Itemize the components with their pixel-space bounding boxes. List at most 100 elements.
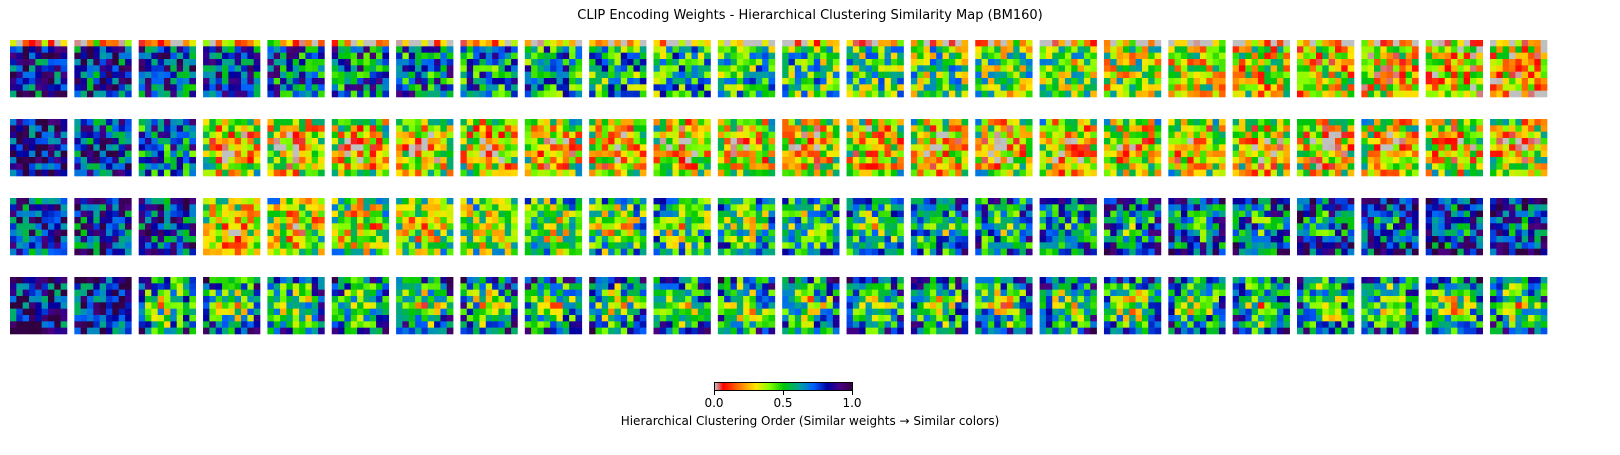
tile-r3-c4 bbox=[203, 198, 261, 256]
tile-r2-c3 bbox=[138, 119, 196, 177]
colorbar-ticklabel-0: 0.0 bbox=[704, 396, 724, 410]
tile-r2-c1 bbox=[10, 119, 68, 177]
tile-r1-c20 bbox=[1232, 40, 1290, 98]
tile-r4-c21 bbox=[1297, 277, 1355, 335]
tile-r4-c14 bbox=[846, 277, 904, 335]
tile-grid bbox=[10, 40, 1548, 335]
tile-r2-c20 bbox=[1232, 119, 1290, 177]
tile-r4-c13 bbox=[782, 277, 840, 335]
tile-r1-c1 bbox=[10, 40, 68, 98]
tile-r4-c23 bbox=[1425, 277, 1483, 335]
tile-r2-c17 bbox=[1039, 119, 1097, 177]
tile-r3-c18 bbox=[1103, 198, 1162, 256]
tile-r3-c23 bbox=[1425, 198, 1483, 256]
tile-r1-c14 bbox=[846, 40, 904, 98]
tile-r3-c24 bbox=[1490, 198, 1548, 256]
tile-r3-c2 bbox=[74, 198, 132, 256]
tile-r4-c2 bbox=[74, 277, 132, 335]
tile-r4-c17 bbox=[1039, 277, 1097, 335]
colorbar-tick-2 bbox=[852, 391, 853, 395]
tile-r2-c16 bbox=[975, 119, 1033, 177]
tile-r3-c8 bbox=[460, 198, 518, 256]
tile-r1-c11 bbox=[653, 40, 711, 98]
tile-r4-c9 bbox=[524, 277, 583, 335]
tile-r3-c7 bbox=[396, 198, 454, 256]
tile-r4-c18 bbox=[1103, 277, 1162, 335]
tile-r1-c18 bbox=[1103, 40, 1162, 98]
tile-r2-c15 bbox=[910, 119, 969, 177]
colorbar-ticklabel-2: 1.0 bbox=[842, 396, 862, 410]
tile-r3-c15 bbox=[910, 198, 969, 256]
tile-r4-c15 bbox=[910, 277, 969, 335]
colorbar-tick-0 bbox=[714, 391, 715, 395]
tile-r2-c21 bbox=[1297, 119, 1355, 177]
tile-r3-c20 bbox=[1232, 198, 1290, 256]
tile-r1-c3 bbox=[138, 40, 196, 98]
tile-r4-c12 bbox=[717, 277, 776, 335]
tile-r3-c19 bbox=[1168, 198, 1226, 256]
tile-r4-c10 bbox=[589, 277, 647, 335]
tile-r4-c4 bbox=[203, 277, 261, 335]
tile-r1-c21 bbox=[1297, 40, 1355, 98]
tile-r2-c24 bbox=[1490, 119, 1548, 177]
tile-r4-c3 bbox=[138, 277, 196, 335]
tile-r2-c11 bbox=[653, 119, 711, 177]
tile-r4-c20 bbox=[1232, 277, 1290, 335]
tile-r3-c13 bbox=[782, 198, 840, 256]
tile-r2-c23 bbox=[1425, 119, 1483, 177]
tile-r3-c14 bbox=[846, 198, 904, 256]
tile-r2-c4 bbox=[203, 119, 261, 177]
tile-r4-c22 bbox=[1361, 277, 1419, 335]
tile-r4-c1 bbox=[10, 277, 68, 335]
tile-r3-c21 bbox=[1297, 198, 1355, 256]
tile-r3-c17 bbox=[1039, 198, 1097, 256]
tile-r2-c12 bbox=[717, 119, 776, 177]
tile-r3-c6 bbox=[331, 198, 390, 256]
tile-r4-c24 bbox=[1490, 277, 1548, 335]
tile-r3-c3 bbox=[138, 198, 196, 256]
tile-r2-c19 bbox=[1168, 119, 1226, 177]
tile-r1-c13 bbox=[782, 40, 840, 98]
tile-r3-c10 bbox=[589, 198, 647, 256]
tile-r2-c8 bbox=[460, 119, 518, 177]
tile-r1-c8 bbox=[460, 40, 518, 98]
tile-r3-c12 bbox=[717, 198, 776, 256]
tile-r1-c23 bbox=[1425, 40, 1483, 98]
tile-r1-c22 bbox=[1361, 40, 1419, 98]
tile-r3-c9 bbox=[524, 198, 583, 256]
colorbar-label: Hierarchical Clustering Order (Similar w… bbox=[620, 414, 1000, 428]
tile-r1-c17 bbox=[1039, 40, 1097, 98]
tile-r4-c8 bbox=[460, 277, 518, 335]
tile-r4-c16 bbox=[975, 277, 1033, 335]
tile-r1-c6 bbox=[331, 40, 390, 98]
tile-r1-c9 bbox=[524, 40, 583, 98]
tile-r1-c4 bbox=[203, 40, 261, 98]
tile-r2-c9 bbox=[524, 119, 583, 177]
tile-r2-c22 bbox=[1361, 119, 1419, 177]
tile-r1-c15 bbox=[910, 40, 969, 98]
colorbar-tick-1 bbox=[783, 391, 784, 395]
tile-r2-c13 bbox=[782, 119, 840, 177]
tile-r1-c24 bbox=[1490, 40, 1548, 98]
tile-r3-c1 bbox=[10, 198, 68, 256]
colorbar bbox=[714, 382, 853, 391]
tile-r4-c11 bbox=[653, 277, 711, 335]
colorbar-ticklabel-1: 0.5 bbox=[773, 396, 793, 410]
tile-r1-c19 bbox=[1168, 40, 1226, 98]
tile-r3-c22 bbox=[1361, 198, 1419, 256]
tile-r4-c7 bbox=[396, 277, 454, 335]
tile-r4-c5 bbox=[267, 277, 325, 335]
tile-r3-c16 bbox=[975, 198, 1033, 256]
tile-r1-c5 bbox=[267, 40, 325, 98]
tile-r2-c2 bbox=[74, 119, 132, 177]
tile-r4-c19 bbox=[1168, 277, 1226, 335]
tile-r2-c5 bbox=[267, 119, 325, 177]
tile-r1-c10 bbox=[589, 40, 647, 98]
tile-r3-c11 bbox=[653, 198, 711, 256]
tile-r2-c10 bbox=[589, 119, 647, 177]
tile-r2-c6 bbox=[331, 119, 390, 177]
chart-title: CLIP Encoding Weights - Hierarchical Clu… bbox=[577, 8, 1043, 23]
tile-r1-c16 bbox=[975, 40, 1033, 98]
tile-r2-c14 bbox=[846, 119, 904, 177]
tile-r3-c5 bbox=[267, 198, 325, 256]
